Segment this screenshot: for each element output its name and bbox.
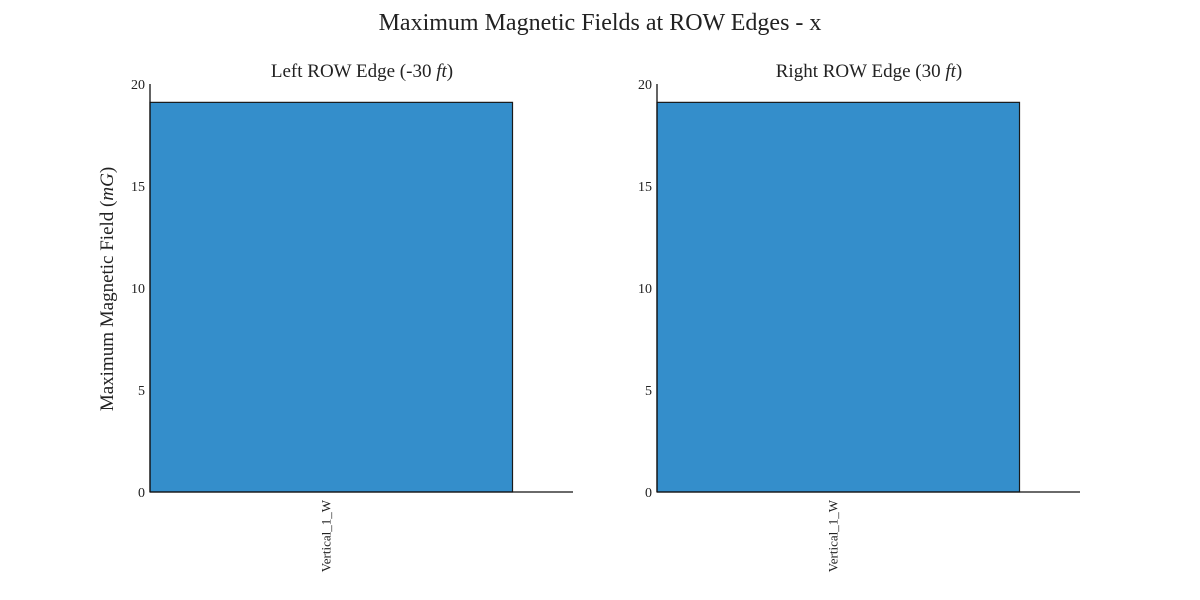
right-x-tick-label: Vertical_1_W (825, 499, 840, 572)
left-panel: Left ROW Edge (-30 ft) Vertical_1_W 0 5 10 1… (131, 61, 573, 572)
right-panel-title: Right ROW Edge (30 ft) (776, 61, 962, 82)
left-y-tick-label: 0 (138, 486, 145, 501)
right-title-text: Right ROW Edge (30 (776, 61, 946, 82)
y-axis-label: Maximum Magnetic Field (mG) (97, 167, 118, 411)
right-panel-marks: Vertical_1_W 0 5 10 15 20 (638, 78, 1080, 572)
left-y-tick-label: 15 (131, 180, 145, 195)
right-y-tick-label: 15 (638, 180, 652, 195)
right-y-tick-label: 5 (645, 384, 652, 399)
left-title-close: ) (447, 61, 453, 82)
right-title-unit: ft (945, 61, 956, 82)
left-title-text: Left ROW Edge (-30 (271, 61, 436, 82)
left-title-unit: ft (436, 61, 447, 82)
left-y-tick-label: 5 (138, 384, 145, 399)
right-bar (656, 101, 1021, 493)
right-title-close: ) (956, 61, 962, 82)
figure-title: Maximum Magnetic Fields at ROW Edges - x (379, 10, 822, 36)
left-y-tick-label: 10 (131, 282, 145, 297)
right-y-tick-label: 10 (638, 282, 652, 297)
y-axis-label-text: Maximum Magnetic Field ( (97, 201, 118, 412)
right-panel: Right ROW Edge (30 ft) Vertical_1_W 0 5 10 1… (638, 61, 1080, 572)
left-bar (149, 101, 514, 493)
right-y-tick-label: 20 (638, 78, 652, 93)
left-y-tick-label: 20 (131, 78, 145, 93)
y-axis-label-close: ) (97, 167, 118, 173)
left-panel-marks: Vertical_1_W 0 5 10 15 20 (131, 78, 573, 572)
left-panel-title: Left ROW Edge (-30 ft) (271, 61, 453, 82)
right-y-tick-label: 0 (645, 486, 652, 501)
y-axis-label-unit: mG (97, 173, 118, 201)
left-x-tick-label: Vertical_1_W (318, 499, 333, 572)
